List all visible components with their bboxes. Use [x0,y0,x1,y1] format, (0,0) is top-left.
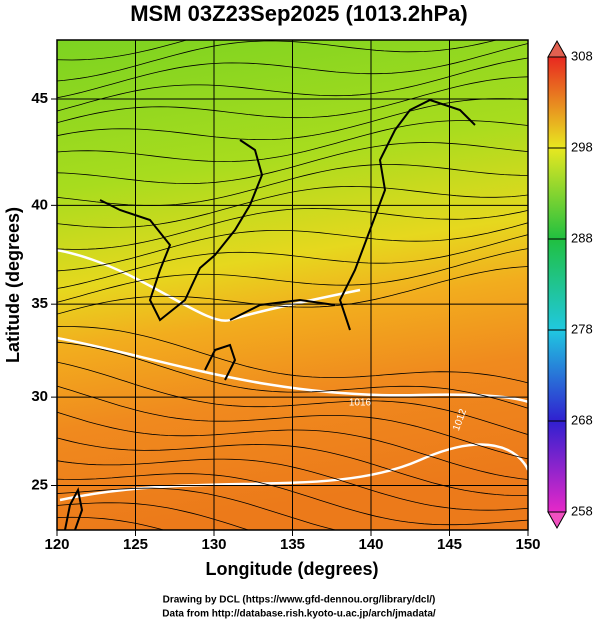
y-tick-label: 45 [31,90,48,107]
colorbar-tick-label: 278 [571,321,593,336]
colorbar-tick-label: 298 [571,139,593,154]
streamline [57,98,528,140]
streamline [57,185,528,228]
streamline [57,411,528,480]
streamline [57,473,528,526]
isobar [59,443,528,502]
colorbar-max-arrow [547,39,567,58]
streamline [57,57,528,112]
isobar [57,336,528,430]
colorbar-tick-label: 258 [571,503,593,518]
colorbar-tick-label: 308 [571,48,593,63]
x-tick-label: 120 [44,536,69,553]
streamline [57,222,528,272]
y-tick-label: 30 [31,388,48,405]
streamline [57,40,189,61]
streamline [57,43,528,99]
streamline [57,326,528,384]
streamline [57,437,528,496]
y-axis-label: Latitude (degrees) [3,207,23,363]
y-tick-label: 25 [31,476,48,493]
x-tick-label: 130 [201,536,226,553]
streamline [57,234,528,289]
streamline [57,487,338,530]
coastlines [64,98,476,530]
streamline [57,385,528,460]
streamline [57,142,528,184]
credit: Data from http://database.rish.kyoto-u.a… [162,609,436,620]
streamline [57,266,528,315]
colorbar-tick-label: 268 [571,412,593,427]
colorbar [547,56,567,513]
streamlines [57,40,528,530]
colorbar-tick-label: 288 [571,230,593,245]
contour-label: 1016 [349,398,372,409]
credit: Drawing by DCL (https://www.gfd-dennou.o… [163,595,436,606]
colorbar-min-arrow [547,511,567,530]
isobar [57,248,361,322]
streamline [57,502,250,530]
streamline [57,40,498,82]
streamline [57,248,528,303]
x-tick-label: 140 [358,536,383,553]
y-tick-label: 40 [31,196,48,213]
streamline [57,76,528,124]
y-tick-label: 35 [31,295,48,312]
streamline [57,361,528,435]
x-tick-label: 145 [437,536,462,553]
streamline [57,458,528,511]
x-axis-label: Longitude (degrees) [205,559,378,579]
streamline [57,120,528,163]
streamline [57,516,166,530]
streamline [57,341,528,409]
x-tick-label: 135 [280,536,305,553]
title: MSM 03Z23Sep2025 (1013.2hPa) [130,1,468,26]
x-tick-label: 125 [123,536,148,553]
x-tick-label: 150 [515,536,540,553]
streamline [57,207,528,250]
streamline [57,164,528,206]
